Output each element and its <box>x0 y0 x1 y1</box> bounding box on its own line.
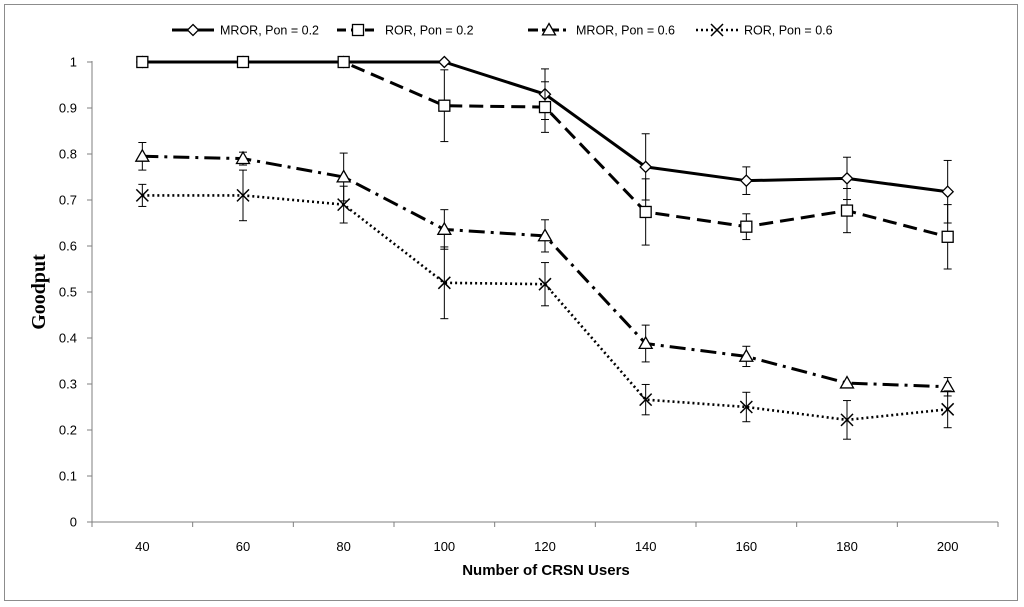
data-point <box>538 100 552 114</box>
y-axis-title: Goodput <box>28 254 50 330</box>
data-point <box>336 169 352 183</box>
legend-item: ROR, Pon = 0.6 <box>696 23 833 38</box>
x-tick-label: 140 <box>635 539 657 554</box>
y-tick-label: 0.1 <box>59 469 77 484</box>
data-point <box>136 55 149 69</box>
data-point <box>538 277 552 291</box>
series-line <box>142 194 948 422</box>
x-marker-stroke <box>135 188 149 202</box>
data-point <box>537 228 553 242</box>
x-marker-stroke <box>710 23 724 37</box>
x-tick-label: 200 <box>937 539 959 554</box>
y-tick-label: 0.8 <box>59 147 77 162</box>
x-marker-stroke <box>739 400 753 414</box>
x-marker-stroke <box>639 393 653 407</box>
data-point <box>941 185 955 199</box>
series-layer <box>134 55 956 440</box>
series-square <box>136 55 954 270</box>
data-point <box>738 348 754 362</box>
legend-item: ROR, Pon = 0.2 <box>337 24 474 38</box>
data-point <box>639 160 653 174</box>
y-tick-label: 0 <box>70 515 77 530</box>
x-tick-label: 160 <box>735 539 757 554</box>
x-marker-stroke <box>941 402 955 416</box>
y-tick-label: 0.7 <box>59 193 77 208</box>
legend-marker <box>186 23 200 37</box>
data-point <box>740 220 753 233</box>
x-tick-label: 120 <box>534 539 556 554</box>
data-point <box>941 230 954 243</box>
x-marker-stroke <box>337 198 351 212</box>
chart-frame <box>4 4 1018 601</box>
data-point <box>639 205 652 219</box>
legend-item: MROR, Pon = 0.6 <box>528 22 675 38</box>
data-point <box>438 99 451 112</box>
data-point <box>639 393 653 407</box>
x-tick-label: 180 <box>836 539 858 554</box>
y-tick-label: 0.5 <box>59 285 77 300</box>
legend-label: ROR, Pon = 0.6 <box>744 24 833 38</box>
series-triangle <box>134 142 956 397</box>
data-point <box>134 148 150 162</box>
data-point <box>235 150 251 165</box>
legend-marker <box>541 22 557 36</box>
legend-label: MROR, Pon = 0.6 <box>576 24 675 38</box>
legend-label: MROR, Pon = 0.2 <box>220 24 319 38</box>
data-point <box>840 204 854 217</box>
x-tick-label: 40 <box>135 539 149 554</box>
y-tick-label: 0.4 <box>59 331 77 346</box>
x-marker-stroke <box>236 188 250 202</box>
data-point <box>337 55 350 69</box>
data-point <box>437 276 451 290</box>
x-tick-label: 80 <box>336 539 350 554</box>
legend-marker <box>351 23 365 37</box>
legend: MROR, Pon = 0.2 ROR, Pon = 0.2 MROR, Pon =… <box>172 22 833 38</box>
x-marker-stroke <box>840 413 854 427</box>
legend-marker <box>710 23 724 37</box>
data-point <box>436 221 452 235</box>
x-tick-label: 100 <box>433 539 455 554</box>
y-tick-label: 1 <box>70 55 77 70</box>
x-marker-stroke <box>538 277 552 291</box>
series-x <box>135 169 955 440</box>
x-marker-stroke <box>437 276 451 290</box>
data-point <box>337 198 351 212</box>
data-point <box>638 335 654 350</box>
data-point <box>437 55 451 69</box>
x-axis-title: Number of CRSN Users <box>462 562 630 579</box>
data-point <box>236 55 250 69</box>
y-tick-label: 0.6 <box>59 239 77 254</box>
x-tick-label: 60 <box>236 539 250 554</box>
data-point <box>840 171 854 185</box>
data-point <box>739 174 753 188</box>
legend-item: MROR, Pon = 0.2 <box>172 24 319 38</box>
data-point <box>839 375 855 389</box>
data-point <box>940 378 956 393</box>
data-point <box>840 413 854 427</box>
y-tick-label: 0.2 <box>59 423 77 438</box>
y-tick-label: 0.3 <box>59 377 77 392</box>
data-point <box>941 402 955 416</box>
data-point <box>135 188 149 202</box>
data-point <box>236 188 250 202</box>
data-point <box>739 400 753 414</box>
y-tick-label: 0.9 <box>59 101 77 116</box>
legend-label: ROR, Pon = 0.2 <box>385 24 474 38</box>
